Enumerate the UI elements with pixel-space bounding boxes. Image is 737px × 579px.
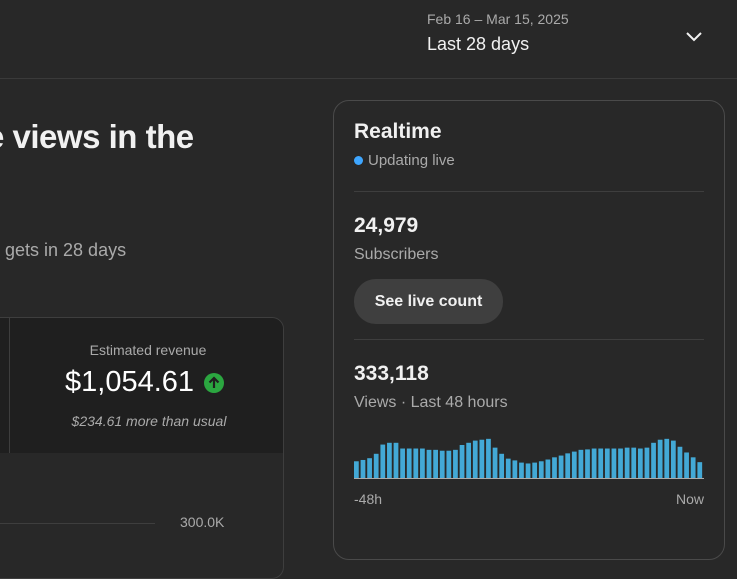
views-bar [624, 447, 630, 478]
views-bar [651, 442, 656, 478]
views-bar [578, 449, 584, 478]
see-live-count-button[interactable]: See live count [354, 279, 503, 324]
period-selector-label[interactable]: Last 28 days [427, 34, 530, 54]
views-bar [525, 463, 531, 478]
metrics-card: Estimated revenue $1,054.61 $234.61 more… [0, 317, 284, 579]
views-bar [604, 448, 610, 478]
views-bar [505, 458, 511, 478]
views-bar [690, 457, 696, 478]
views-bar [532, 462, 538, 478]
views-bar [519, 462, 524, 478]
chart-gridline [0, 523, 155, 524]
arrow-up-icon [204, 373, 224, 393]
views-bar [453, 449, 458, 478]
views-bar [552, 457, 557, 478]
views-bar [373, 453, 379, 478]
views-bar [585, 449, 590, 478]
views-bar [420, 448, 425, 478]
views-label: Views · Last 48 hours [354, 394, 508, 411]
views-bar [486, 438, 491, 478]
views-bar [618, 448, 623, 478]
views-bar [433, 449, 438, 478]
views-bar [571, 451, 577, 478]
chart-axis-end: Now [675, 491, 704, 507]
views-bar [393, 442, 399, 478]
views-bar [472, 440, 478, 478]
views-bar [479, 439, 485, 478]
views-bar [400, 448, 405, 478]
views-bar [598, 448, 604, 478]
views-bar [565, 453, 571, 478]
views-bar [684, 452, 689, 478]
divider [354, 339, 704, 340]
realtime-card: Realtime Updating live 24,979 Subscriber… [333, 100, 725, 560]
views-bar [538, 461, 544, 478]
views-bar [664, 438, 670, 478]
page-headline: e views in the [0, 118, 194, 155]
views-bar [611, 448, 617, 478]
views-bar-chart[interactable] [354, 431, 704, 479]
views-bar [413, 448, 419, 478]
views-bar [512, 460, 518, 478]
views-bar [499, 453, 505, 478]
divider [354, 191, 704, 192]
views-bar [657, 439, 663, 478]
views-bar [631, 447, 637, 478]
views-bar [439, 450, 445, 478]
views-count: 333,118 [354, 362, 429, 385]
views-bar [492, 447, 498, 478]
subscribers-label: Subscribers [354, 246, 439, 263]
live-status-dot [354, 156, 363, 165]
views-bar [380, 444, 386, 478]
views-bar [459, 445, 465, 478]
live-status-label: Updating live [368, 152, 455, 169]
top-bar: Feb 16 – Mar 15, 2025 Last 28 days [0, 0, 737, 79]
views-bar [426, 449, 432, 478]
views-bar [558, 455, 564, 478]
chevron-down-icon[interactable] [684, 26, 704, 46]
views-bar [446, 450, 452, 478]
subscribers-count: 24,979 [354, 214, 419, 237]
views-bar [466, 442, 472, 478]
revenue-label: Estimated revenue [89, 342, 207, 358]
metrics-summary[interactable] [0, 318, 283, 453]
date-range-text: Feb 16 – Mar 15, 2025 [427, 11, 569, 27]
views-bar [637, 448, 643, 478]
revenue-value: $1,054.61 [65, 366, 195, 398]
realtime-title: Realtime [354, 120, 442, 143]
views-bar [367, 458, 372, 478]
views-bar [644, 447, 650, 478]
views-bar [677, 446, 683, 478]
revenue-comparison-note: $234.61 more than usual [71, 413, 227, 429]
views-bar [406, 448, 412, 478]
views-bar [545, 459, 551, 478]
views-bar [670, 440, 676, 478]
views-bar [387, 442, 392, 478]
views-bar [360, 459, 366, 478]
views-bar [591, 448, 597, 478]
views-bar [697, 462, 703, 478]
page-subline: gets in 28 days [5, 240, 127, 260]
chart-y-tick: 300.0K [180, 514, 225, 530]
views-bar [354, 461, 359, 478]
metrics-divider [9, 318, 10, 453]
chart-axis-start: -48h [354, 491, 383, 507]
